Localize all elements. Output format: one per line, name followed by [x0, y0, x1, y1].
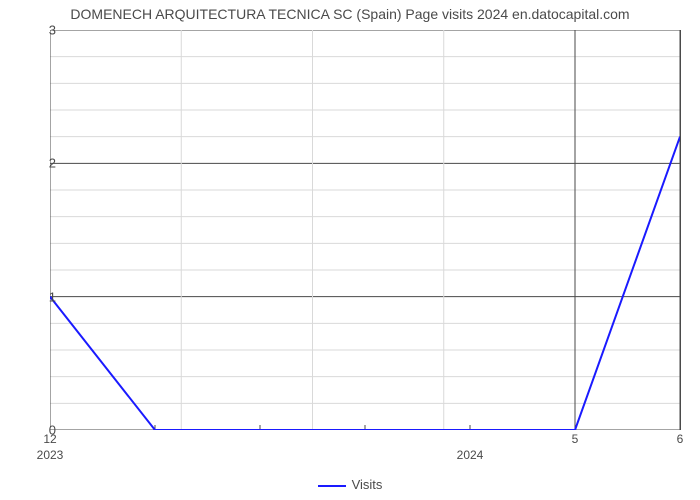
- legend-swatch-icon: [318, 485, 346, 487]
- x-tick-label: 5: [572, 432, 579, 446]
- line-chart: DOMENECH ARQUITECTURA TECNICA SC (Spain)…: [0, 0, 700, 500]
- legend-label: Visits: [352, 477, 383, 492]
- x-tick-label: 6: [677, 432, 684, 446]
- x-tick-label: 12: [43, 432, 56, 446]
- y-tick-label: 1: [6, 289, 56, 304]
- y-tick-label: 3: [6, 23, 56, 38]
- y-tick-label: 2: [6, 156, 56, 171]
- plot-area: [50, 30, 681, 430]
- x-sub-label: 2023: [37, 448, 64, 462]
- legend: Visits: [0, 477, 700, 492]
- chart-svg: [50, 30, 680, 430]
- x-sub-label: 2024: [457, 448, 484, 462]
- chart-title: DOMENECH ARQUITECTURA TECNICA SC (Spain)…: [0, 6, 700, 22]
